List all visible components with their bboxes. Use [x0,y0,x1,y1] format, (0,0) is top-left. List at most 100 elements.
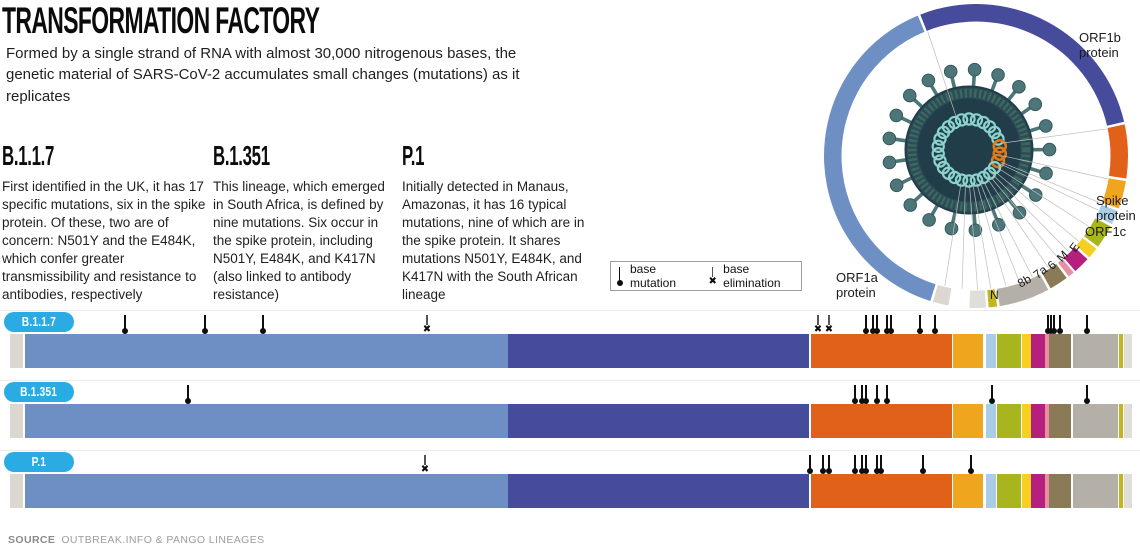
base-mutation-marker [1056,315,1065,334]
segment-orf1a [25,404,508,438]
callout-line [994,171,1079,242]
callout-line [961,183,966,289]
ring-segment-orf7b [1058,259,1074,277]
virus-spike [912,98,925,110]
virus-spike [950,76,957,91]
base-mutation-marker [858,385,867,404]
base-mutation-marker [916,315,925,334]
virus-spike-head [1039,166,1053,181]
rna-highlight-loop [992,146,1008,162]
rna-loop [969,113,984,127]
base-mutation-marker [862,385,871,404]
variant-block-b117: B.1.1.7 First identified in the UK, it h… [2,142,214,305]
virus-spike [900,116,914,125]
segment-e [986,474,996,508]
segment-n [1073,474,1118,508]
virus-spike-head [991,68,1005,82]
virus-spike [929,84,940,98]
rna-loop [936,160,951,175]
virus-spike-head [1028,97,1043,112]
base-elimination-marker: ✖ [421,455,430,475]
variant-b117-description: First identified in the UK, it has 17 sp… [2,179,206,303]
ring-segment-end [969,290,987,308]
base-mutation-marker [862,315,871,334]
base-mutation-marker [806,455,815,474]
ring-segment-orf7a [1063,247,1088,272]
base-elimination-label: base elimination [723,262,781,290]
rna-loop [933,132,947,146]
segment-orf1c [953,334,983,368]
segment-utr5 [10,334,23,368]
segment-orf7b [1045,474,1049,508]
rna-loop [954,113,969,127]
rna-loop [962,174,976,188]
virus-spike [951,209,958,225]
segment-orf1b [508,334,809,368]
base-mutation-icon [615,266,624,286]
rna-loop [931,147,945,161]
segment-n [1073,334,1118,368]
virus-spike-head [1042,142,1057,157]
segment-end [1124,474,1132,508]
virus-spike [900,175,915,185]
base-mutation-marker [883,385,892,404]
callout-line [992,174,1070,253]
segment-orf6 [1022,404,1031,438]
segment-orf7b [1045,334,1049,368]
ring-segment-orf6 [1076,238,1097,258]
callout-line [944,183,962,286]
base-mutation-marker [967,455,976,474]
ring-label-orf1b: ORF1b protein [1079,30,1121,60]
base-mutation-marker [851,385,860,404]
virus-spike-head [889,108,904,123]
ring-segment-n [997,274,1049,307]
segment-orf1b [508,404,809,438]
virus-spike [1019,106,1032,117]
virus-spike [930,202,940,217]
base-mutation-marker [883,315,892,334]
rna-loop [991,132,1005,146]
ring-segment-orf1b [920,4,1125,126]
segment-end [1124,404,1132,438]
segment-orf1b [508,474,809,508]
virus-spike-head [968,223,983,238]
segment-orf6 [1022,334,1031,368]
base-mutation-marker [1050,315,1059,334]
segment-orf8b [1049,334,1071,368]
callout-line [972,183,992,289]
segment-spike [811,474,952,508]
variant-block-b1351: B.1.351 This lineage, which emerged in S… [213,142,399,305]
segment-orf1c [953,404,983,438]
virus-spike-head [1028,188,1043,202]
base-mutation-marker [869,315,878,334]
base-mutation-marker [931,315,940,334]
variant-p1-title: P.1 [402,140,425,171]
base-elimination-marker: ✖ [814,315,823,335]
virus-spike-head [943,64,958,79]
segment-spike [811,404,952,438]
virus-spike-head [1012,80,1026,94]
source-text: OUTBREAK.INFO & PANGO LINEAGES [61,534,265,546]
base-mutation-marker [873,315,882,334]
ring-label-spike: Spike protein [1096,193,1136,223]
ring-segment-spike [1107,124,1128,179]
base-mutation-marker [201,315,210,334]
virus-spike-head [902,88,917,103]
lineage-row-3: P.1 ✖ [0,450,1140,520]
callout-line [997,167,1090,228]
genome-bar [0,334,1140,368]
rna-loop [933,154,947,168]
segment-e [986,404,996,438]
segment-e [986,334,996,368]
rna-loop [962,112,976,126]
base-mutation-marker [259,315,268,334]
base-mutation-marker [858,455,867,474]
genome-bar [0,474,1140,508]
rna-loop [931,139,945,153]
base-mutation-marker [1083,315,1092,334]
segment-orf1a [25,334,508,368]
lineage-row-1: B.1.1.7 ✖ ✖ ✖ [0,310,1140,380]
lineage-row-2: B.1.351 [0,380,1140,450]
segment-utr5 [10,474,23,508]
base-mutation-marker [825,455,834,474]
